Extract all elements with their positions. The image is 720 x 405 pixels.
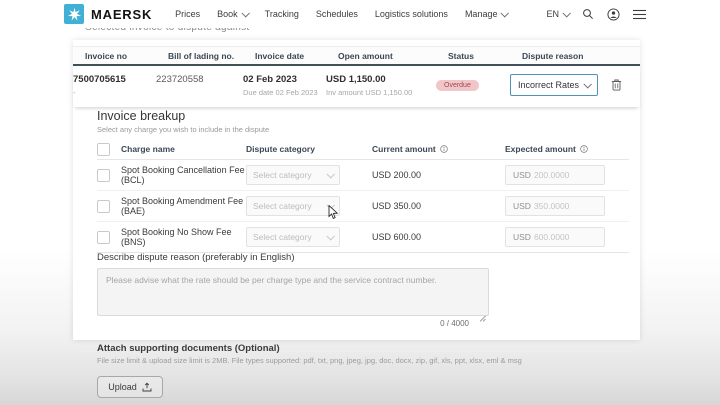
open-amount-cell: USD 1,150.00 Inv amount USD 1,150.00 xyxy=(326,74,436,97)
open-amount: USD 1,150.00 xyxy=(326,74,386,85)
account-icon[interactable] xyxy=(607,7,620,21)
current-amount: USD 200.00 xyxy=(372,170,422,180)
clipped-section-heading: Selected invoice to dispute against xyxy=(85,28,405,36)
mouse-cursor xyxy=(328,204,339,225)
maersk-logo[interactable] xyxy=(64,4,84,24)
upload-button[interactable]: Upload xyxy=(97,376,163,398)
charge-checkbox[interactable] xyxy=(97,230,110,244)
select-all-checkbox[interactable] xyxy=(97,142,110,156)
character-counter: 0 / 4000 xyxy=(440,319,469,328)
chevron-down-icon xyxy=(562,9,571,18)
brand-wordmark: MAERSK xyxy=(91,6,153,22)
charges-table-header: Charge name Dispute category Current amo… xyxy=(97,139,629,160)
invoice-summary-table: Invoice no Bill of lading no. Invoice da… xyxy=(73,46,640,107)
attachments-subtitle: File size limit & upload size limit is 2… xyxy=(97,356,522,365)
invoice-no-sub: - xyxy=(73,88,76,97)
invoice-row: 7500705615 - 223720558 02 Feb 2023 Due d… xyxy=(73,66,640,107)
nav-item-manage[interactable]: Manage xyxy=(465,9,510,19)
charge-checkbox[interactable] xyxy=(97,199,110,213)
status-badge: Overdue xyxy=(436,80,479,91)
nav-item-logistics-solutions[interactable]: Logistics solutions xyxy=(374,9,448,19)
invoice-breakup-subtitle: Select any charge you wish to include in… xyxy=(97,125,270,134)
resize-handle-icon[interactable] xyxy=(479,309,486,327)
dispute-reason-value: Incorrect Rates xyxy=(518,79,580,90)
charge-row: Spot Booking Amendment Fee (BAE) Select … xyxy=(97,191,629,222)
current-amount: USD 600.00 xyxy=(372,232,422,242)
dispute-reason-textarea[interactable] xyxy=(97,268,489,316)
col-expected-amount: Expected amount xyxy=(505,144,629,154)
language-selector[interactable]: EN xyxy=(546,9,571,19)
col-bill-of-lading: Bill of lading no. xyxy=(168,50,235,61)
search-icon[interactable] xyxy=(582,8,594,20)
col-dispute-reason: Dispute reason xyxy=(522,50,584,61)
col-invoice-no: Invoice no xyxy=(85,50,128,61)
bill-of-lading-cell: 223720558 xyxy=(156,74,243,97)
dispute-reason-cell: Incorrect Rates xyxy=(510,72,640,97)
nav-utilities: EN xyxy=(546,0,646,28)
primary-nav: Prices Book Tracking Schedules Logistics… xyxy=(175,9,510,19)
chevron-down-icon xyxy=(326,232,335,241)
col-dispute-category: Dispute category xyxy=(246,144,315,154)
dispute-reason-section: Describe dispute reason (preferably in E… xyxy=(97,252,489,328)
invoice-table-header: Invoice no Bill of lading no. Invoice da… xyxy=(73,46,640,66)
inv-amount: Inv amount USD 1,150.00 xyxy=(326,88,413,97)
expected-amount-input[interactable]: USD 600.0000 xyxy=(505,227,605,247)
expected-amount-input[interactable]: USD 350.0000 xyxy=(505,196,605,216)
charge-row: Spot Booking Cancellation Fee (BCL) Sele… xyxy=(97,160,629,191)
chevron-down-icon xyxy=(583,79,592,89)
menu-icon[interactable] xyxy=(633,9,646,20)
expected-amount-input[interactable]: USD 200.0000 xyxy=(505,165,605,185)
chevron-down-icon xyxy=(241,9,250,18)
invoice-breakup-title: Invoice breakup xyxy=(97,109,186,123)
invoice-date-cell: 02 Feb 2023 Due date 02 Feb 2023 xyxy=(243,74,326,97)
col-current-amount: Current amount xyxy=(372,144,505,154)
attachments-section: Attach supporting documents (Optional) F… xyxy=(97,343,522,398)
invoice-no-cell: 7500705615 - xyxy=(73,74,156,97)
trash-icon[interactable] xyxy=(611,78,622,91)
col-status: Status xyxy=(448,50,474,61)
due-date: Due date 02 Feb 2023 xyxy=(243,88,318,97)
chevron-down-icon xyxy=(326,170,335,179)
chevron-down-icon xyxy=(500,9,510,18)
charge-checkbox[interactable] xyxy=(97,168,110,182)
status-cell: Overdue xyxy=(436,74,510,97)
upload-icon xyxy=(142,382,152,392)
charge-name: Spot Booking Amendment Fee (BAE) xyxy=(121,196,244,216)
invoice-no: 7500705615 xyxy=(73,74,126,85)
info-icon[interactable] xyxy=(440,145,448,153)
attachments-title: Attach supporting documents (Optional) xyxy=(97,343,280,354)
col-open-amount: Open amount xyxy=(338,50,393,61)
col-charge-name: Charge name xyxy=(121,144,175,154)
dispute-category-select[interactable]: Select category xyxy=(246,165,340,185)
nav-item-book[interactable]: Book xyxy=(217,9,250,19)
info-icon[interactable] xyxy=(580,145,588,153)
col-invoice-date: Invoice date xyxy=(255,50,305,61)
bill-of-lading-no: 223720558 xyxy=(156,74,204,85)
charge-row: Spot Booking No Show Fee (BNS) Select ca… xyxy=(97,222,629,253)
invoice-breakup-header: Invoice breakup Select any charge you wi… xyxy=(97,109,269,134)
invoice-date: 02 Feb 2023 xyxy=(243,74,297,85)
maersk-star-icon xyxy=(67,7,81,21)
current-amount: USD 350.00 xyxy=(372,201,422,211)
dispute-category-select[interactable]: Select category xyxy=(246,196,340,216)
charge-name: Spot Booking No Show Fee (BNS) xyxy=(121,227,232,247)
dispute-category-select[interactable]: Select category xyxy=(246,227,340,247)
dispute-reason-label: Describe dispute reason (preferably in E… xyxy=(97,252,295,263)
dispute-reason-select[interactable]: Incorrect Rates xyxy=(510,73,598,96)
top-nav: MAERSK Prices Book Tracking Schedules Lo… xyxy=(0,0,720,28)
charge-name: Spot Booking Cancellation Fee (BCL) xyxy=(121,165,245,185)
charges-table: Charge name Dispute category Current amo… xyxy=(97,139,629,253)
nav-item-tracking[interactable]: Tracking xyxy=(264,9,299,19)
nav-item-prices[interactable]: Prices xyxy=(175,9,201,19)
nav-item-schedules[interactable]: Schedules xyxy=(315,9,358,19)
